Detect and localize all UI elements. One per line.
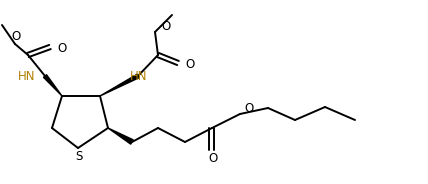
Text: O: O	[185, 57, 194, 70]
Text: O: O	[12, 31, 21, 43]
Polygon shape	[100, 74, 139, 96]
Polygon shape	[108, 128, 133, 144]
Text: O: O	[161, 20, 170, 33]
Polygon shape	[44, 75, 62, 96]
Text: O: O	[57, 42, 66, 54]
Text: S: S	[75, 149, 83, 162]
Text: HN: HN	[18, 70, 35, 84]
Text: O: O	[208, 151, 217, 164]
Text: O: O	[244, 102, 253, 114]
Text: HN: HN	[130, 70, 148, 84]
